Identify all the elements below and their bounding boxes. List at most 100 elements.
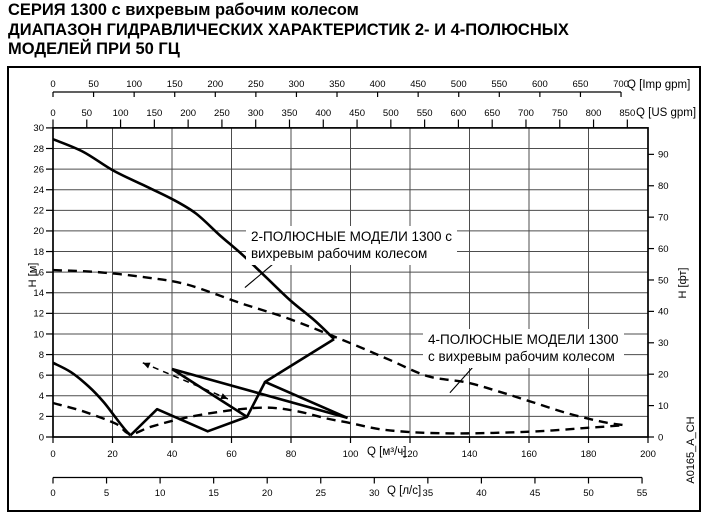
svg-text:14: 14: [33, 288, 44, 299]
svg-text:35: 35: [423, 488, 434, 499]
axis-label-imp-gpm: Q [Imp gpm]: [627, 79, 691, 91]
svg-text:0: 0: [658, 432, 663, 443]
series-2-pole-small-curve: [52, 361, 132, 437]
svg-text:0: 0: [39, 432, 44, 443]
svg-text:4: 4: [39, 391, 44, 402]
svg-text:600: 600: [532, 79, 548, 90]
svg-text:200: 200: [207, 79, 223, 90]
svg-text:200: 200: [180, 108, 196, 119]
svg-text:20: 20: [33, 226, 44, 237]
svg-text:500: 500: [451, 79, 467, 90]
svg-text:2: 2: [39, 412, 44, 423]
axis-label-m3h: Q [м³/ч]: [367, 446, 407, 458]
axis-h-ft: 0 10 20 30 40 50 60 70 80 90: [648, 150, 669, 443]
chart-frame: [7, 66, 701, 512]
svg-text:55: 55: [637, 488, 648, 499]
svg-text:250: 250: [214, 108, 230, 119]
svg-text:30: 30: [369, 488, 380, 499]
svg-text:40: 40: [167, 449, 178, 460]
svg-text:18: 18: [33, 247, 44, 258]
svg-text:0: 0: [50, 449, 55, 460]
svg-text:50: 50: [88, 79, 99, 90]
axis-label-h-m: H [м]: [27, 262, 39, 288]
page-title-line1: СЕРИЯ 1300 с вихревым рабочим колесом: [8, 1, 359, 19]
svg-text:22: 22: [33, 206, 44, 217]
svg-text:90: 90: [658, 150, 669, 161]
svg-text:5: 5: [104, 488, 109, 499]
series-2-pole-mid-curve-steep: [171, 367, 248, 418]
axis-m3h: 0 20 40 60 80 100 120 140 160 180 200: [50, 437, 656, 460]
svg-text:0: 0: [50, 488, 55, 499]
svg-text:550: 550: [417, 108, 433, 119]
annotation-4pole: 4-ПОЛЮСНЫЕ МОДЕЛИ 1300 с вихревым рабочи…: [423, 329, 624, 368]
svg-text:10: 10: [155, 488, 166, 499]
svg-text:20: 20: [262, 488, 273, 499]
svg-text:140: 140: [462, 449, 478, 460]
svg-text:250: 250: [248, 79, 264, 90]
drawing-code: A0165_A_CH: [685, 416, 697, 484]
axis-ls: 0 5 10 15 20 25 30 35 40 45 50 55: [50, 476, 648, 499]
svg-text:700: 700: [518, 108, 534, 119]
svg-text:180: 180: [581, 449, 597, 460]
svg-text:850: 850: [619, 108, 635, 119]
page-title-line2: ДИАПАЗОН ГИДРАВЛИЧЕСКИХ ХАРАКТЕРИСТИК 2-…: [8, 20, 569, 39]
annotation-4pole-line1: 4-ПОЛЮСНЫЕ МОДЕЛИ 1300: [428, 332, 619, 347]
axis-label-us-gpm: Q [US gpm]: [636, 107, 697, 119]
svg-text:15: 15: [208, 488, 219, 499]
svg-text:50: 50: [81, 108, 92, 119]
svg-text:500: 500: [383, 108, 399, 119]
svg-text:45: 45: [530, 488, 541, 499]
svg-text:450: 450: [410, 79, 426, 90]
svg-text:70: 70: [658, 212, 669, 223]
series-4-pole-lower-envelope: [52, 401, 625, 436]
series-leader-4-pole: [449, 366, 474, 394]
svg-text:30: 30: [658, 338, 669, 349]
svg-text:450: 450: [349, 108, 365, 119]
svg-text:6: 6: [39, 370, 44, 381]
svg-text:60: 60: [226, 449, 237, 460]
svg-text:600: 600: [450, 108, 466, 119]
svg-text:0: 0: [50, 108, 55, 119]
svg-text:700: 700: [613, 79, 629, 90]
series-4-pole-upper-envelope: [52, 268, 625, 427]
curves: [52, 137, 625, 437]
svg-text:28: 28: [33, 144, 44, 155]
svg-text:16: 16: [33, 267, 44, 278]
axis-us-gpm: 0 50 100 150 200 250 300 350 400 450 500 550 600 650 7…: [50, 108, 635, 128]
annotation-2pole-line2: вихревым рабочим колесом: [251, 246, 428, 261]
svg-text:0: 0: [50, 79, 55, 90]
svg-text:40: 40: [476, 488, 487, 499]
svg-text:40: 40: [658, 307, 669, 318]
annotation-4pole-line2: с вихревым рабочим колесом: [428, 349, 615, 364]
svg-text:350: 350: [282, 108, 298, 119]
svg-text:150: 150: [146, 108, 162, 119]
svg-text:350: 350: [329, 79, 345, 90]
svg-text:200: 200: [640, 449, 656, 460]
svg-text:10: 10: [33, 329, 44, 340]
svg-text:800: 800: [586, 108, 602, 119]
svg-text:160: 160: [521, 449, 537, 460]
svg-text:8: 8: [39, 350, 44, 361]
svg-text:300: 300: [248, 108, 264, 119]
svg-text:120: 120: [402, 449, 418, 460]
svg-text:80: 80: [286, 449, 297, 460]
svg-text:12: 12: [33, 309, 44, 320]
svg-text:50: 50: [658, 275, 669, 286]
axis-imp-gpm: 0 50 100 150 200 250 300 350 400 450 500 550 600 650 7…: [50, 79, 629, 97]
series-2-pole-mid-curve-long: [171, 367, 348, 420]
grid: [53, 127, 648, 437]
svg-text:20: 20: [107, 449, 118, 460]
svg-text:550: 550: [491, 79, 507, 90]
svg-text:30: 30: [33, 123, 44, 134]
svg-text:300: 300: [289, 79, 305, 90]
annotation-2pole: 2-ПОЛЮСНЫЕ МОДЕЛИ 1300 с вихревым рабочи…: [246, 226, 458, 265]
svg-text:400: 400: [315, 108, 331, 119]
svg-text:24: 24: [33, 185, 44, 196]
series-2-pole-upper-envelope: [52, 137, 336, 341]
series-range-arrow: [142, 362, 229, 400]
svg-text:60: 60: [658, 244, 669, 255]
page-title-line3: МОДЕЛЕЙ ПРИ 50 ГЦ: [8, 40, 180, 58]
